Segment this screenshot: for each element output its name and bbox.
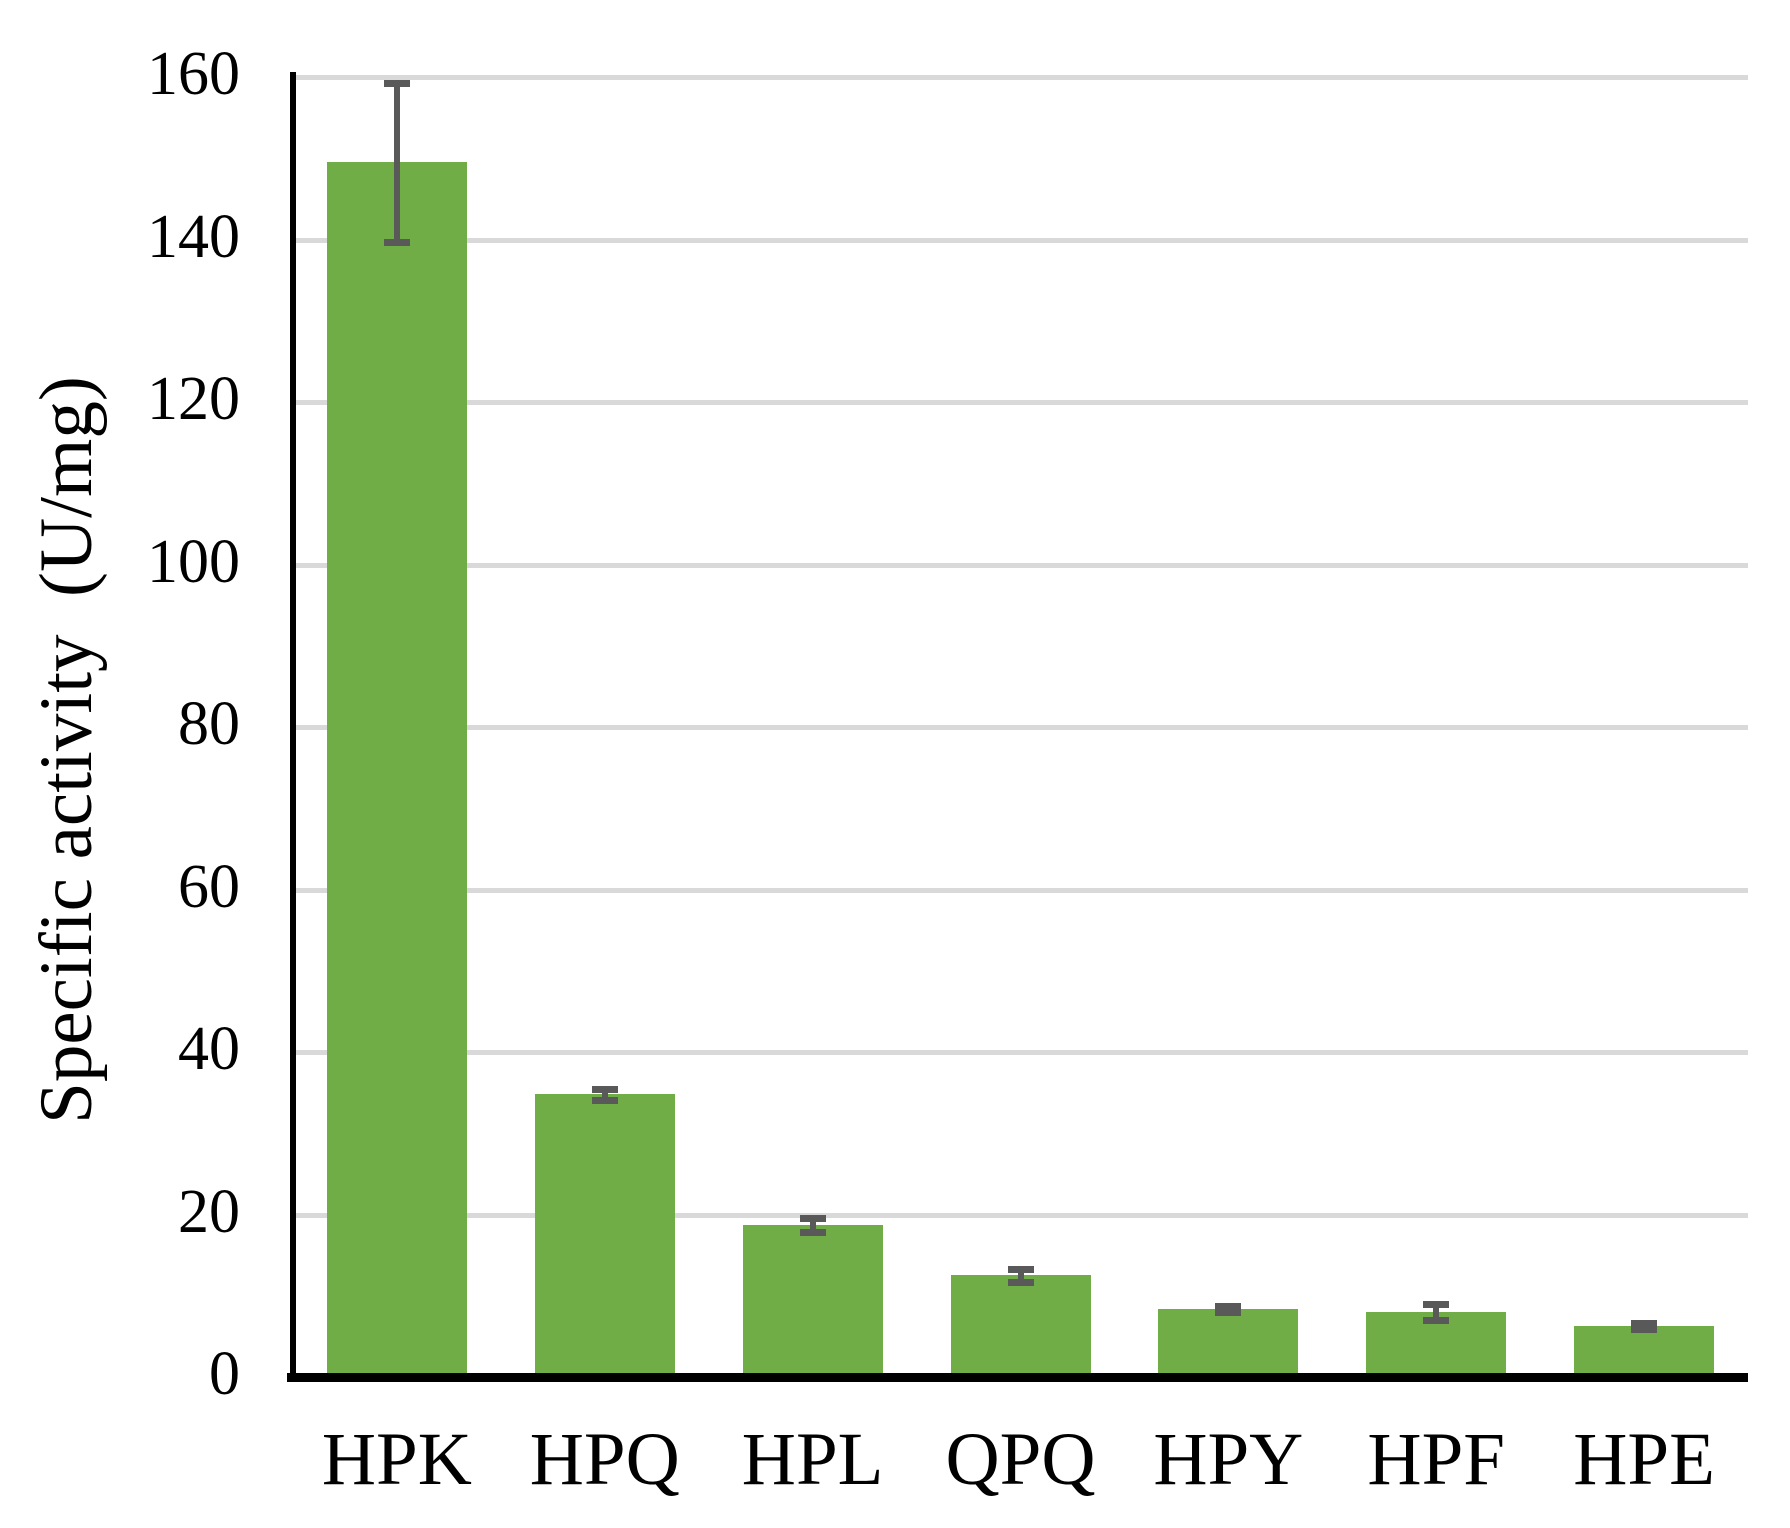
x-axis-line xyxy=(287,1373,1748,1382)
gridline xyxy=(293,400,1748,405)
error-bar-cap xyxy=(1423,1300,1450,1308)
y-tick-label: 60 xyxy=(178,852,240,921)
error-bar-cap xyxy=(799,1229,826,1237)
y-tick-label: 160 xyxy=(147,40,240,108)
x-category-label: HPY xyxy=(1153,1418,1304,1501)
bar xyxy=(326,162,467,1377)
y-tick-label: 0 xyxy=(209,1340,240,1408)
error-bar-line xyxy=(1433,1303,1440,1321)
x-category-label: HPF xyxy=(1367,1418,1505,1501)
y-tick-label: 80 xyxy=(178,690,240,758)
error-bar-cap xyxy=(799,1214,826,1222)
y-tick-label: 100 xyxy=(147,527,240,596)
gridline xyxy=(293,887,1748,893)
x-category-label: HPL xyxy=(741,1418,884,1501)
error-bar-cap xyxy=(591,1085,618,1093)
error-bar-cap xyxy=(1631,1326,1658,1334)
error-bar-cap xyxy=(1215,1309,1242,1316)
y-tick-label: 40 xyxy=(178,1015,240,1083)
bar xyxy=(950,1275,1091,1377)
error-bar-line xyxy=(601,1088,608,1100)
bar xyxy=(742,1225,883,1377)
error-bar-cap xyxy=(1007,1265,1034,1273)
error-bar-line xyxy=(393,82,400,242)
error-bar-cap xyxy=(1423,1317,1450,1325)
y-tick-label: 120 xyxy=(147,365,240,433)
y-tick-label: 20 xyxy=(178,1177,240,1246)
x-category-label: QPQ xyxy=(945,1418,1096,1501)
error-bar-cap xyxy=(383,79,410,87)
error-bar-cap xyxy=(591,1096,618,1104)
error-bar-cap xyxy=(1007,1278,1034,1286)
gridline xyxy=(293,562,1748,568)
error-bar-cap xyxy=(383,238,410,246)
x-category-label: HPK xyxy=(321,1418,472,1501)
error-bar-cap xyxy=(1631,1319,1658,1327)
x-category-label: HPQ xyxy=(529,1418,680,1501)
error-bar-cap xyxy=(1215,1302,1242,1310)
y-axis-line xyxy=(290,72,296,1381)
gridline xyxy=(293,725,1748,730)
gridline xyxy=(293,1212,1748,1218)
gridline xyxy=(293,1050,1748,1055)
gridline xyxy=(293,237,1748,243)
bar xyxy=(1574,1325,1715,1377)
x-category-label: HPE xyxy=(1573,1418,1715,1501)
y-tick-label: 140 xyxy=(147,202,240,271)
gridline xyxy=(293,75,1748,80)
error-bar-line xyxy=(809,1217,816,1233)
bar xyxy=(534,1094,675,1377)
error-bar-line xyxy=(1017,1268,1024,1282)
bar xyxy=(1158,1308,1299,1377)
